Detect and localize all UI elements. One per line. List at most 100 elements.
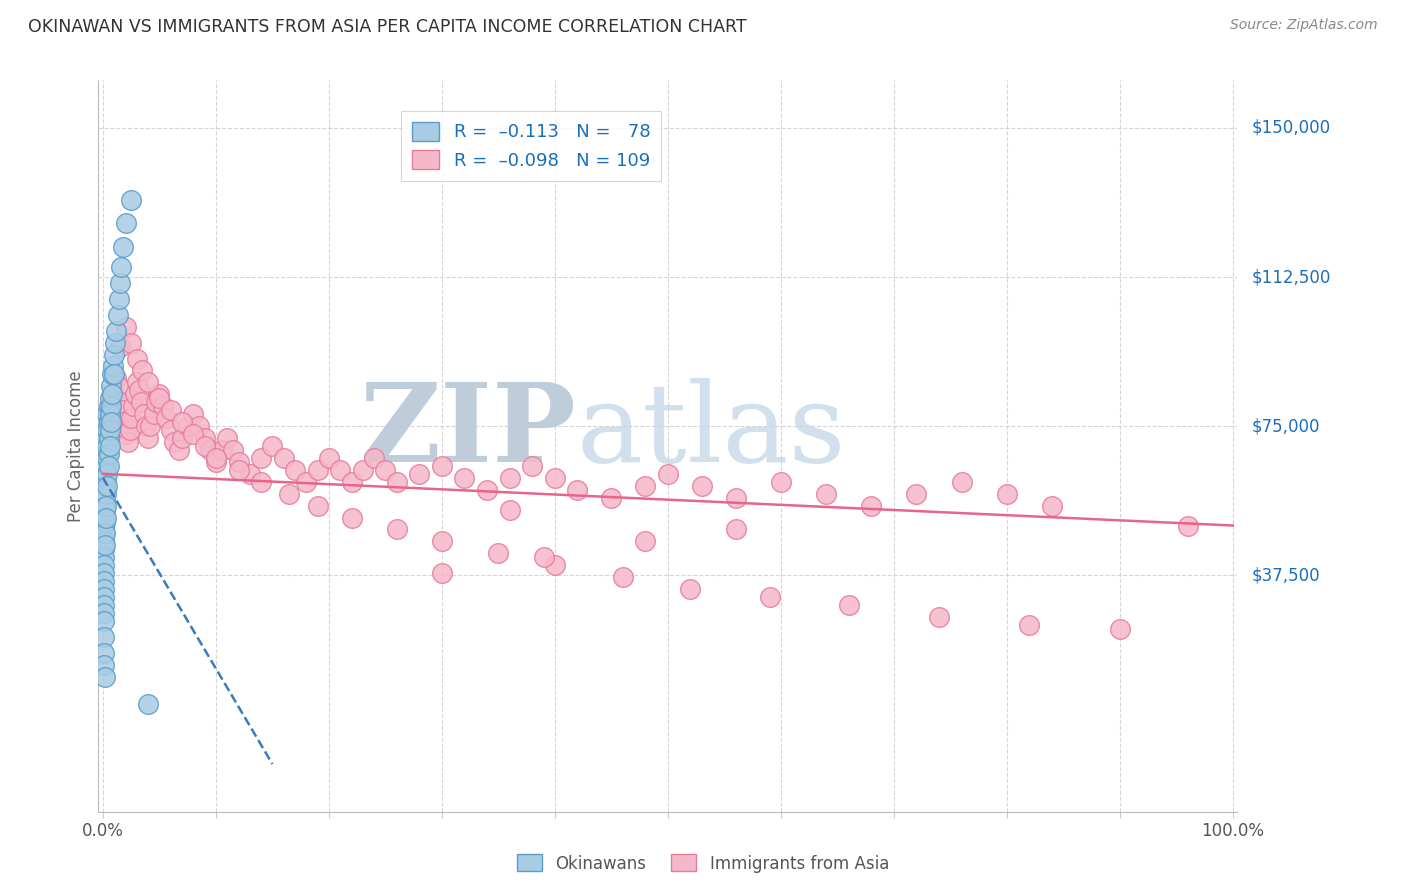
Point	[94, 479, 117, 493]
Point	[273, 450, 295, 465]
Point	[148, 387, 170, 401]
Point	[107, 292, 129, 306]
Point	[100, 399, 122, 413]
Point	[94, 455, 117, 469]
Point	[295, 475, 318, 489]
Point	[107, 308, 129, 322]
Point	[211, 442, 233, 457]
Point	[155, 411, 177, 425]
Point	[136, 431, 159, 445]
Point	[120, 193, 142, 207]
Point	[93, 566, 115, 581]
Point	[97, 458, 120, 473]
Point	[928, 610, 950, 624]
Point	[136, 698, 159, 712]
Point	[522, 458, 544, 473]
Point	[93, 630, 115, 644]
Point	[135, 419, 157, 434]
Point	[634, 479, 657, 493]
Point	[96, 499, 118, 513]
Point	[170, 431, 193, 445]
Point	[93, 542, 115, 557]
Text: $150,000: $150,000	[1251, 119, 1330, 137]
Point	[108, 395, 131, 409]
Point	[724, 491, 747, 505]
Point	[679, 582, 702, 596]
Point	[194, 439, 217, 453]
Point	[112, 240, 135, 254]
Point	[120, 423, 141, 437]
Point	[93, 502, 115, 516]
Point	[100, 415, 122, 429]
Point	[97, 407, 120, 421]
Point	[228, 455, 250, 469]
Point	[860, 499, 883, 513]
Point	[93, 447, 115, 461]
Point	[94, 526, 117, 541]
Point	[329, 463, 352, 477]
Point	[250, 450, 273, 465]
Point	[217, 431, 239, 445]
Point	[262, 439, 284, 453]
Point	[98, 423, 121, 437]
Point	[724, 523, 747, 537]
Point	[815, 486, 838, 500]
Point	[93, 550, 115, 565]
Point	[159, 403, 181, 417]
Y-axis label: Per Capita Income: Per Capita Income	[67, 370, 86, 522]
Point	[96, 407, 118, 421]
Point	[94, 502, 117, 516]
Point	[125, 376, 148, 390]
Point	[94, 515, 117, 529]
Point	[544, 558, 567, 573]
Point	[385, 475, 408, 489]
Point	[93, 471, 115, 485]
Point	[98, 407, 121, 421]
Point	[112, 415, 135, 429]
Point	[93, 526, 115, 541]
Point	[93, 518, 115, 533]
Point	[136, 376, 159, 390]
Point	[96, 431, 118, 445]
Point	[96, 415, 118, 429]
Point	[128, 384, 150, 398]
Point	[132, 407, 155, 421]
Text: ZIP: ZIP	[360, 378, 576, 485]
Point	[96, 486, 118, 500]
Point	[194, 431, 217, 445]
Point	[97, 399, 120, 413]
Point	[205, 455, 228, 469]
Point	[385, 523, 408, 537]
Point	[600, 491, 623, 505]
Point	[93, 646, 115, 660]
Point	[94, 439, 117, 453]
Point	[96, 447, 118, 461]
Point	[228, 463, 250, 477]
Point	[183, 407, 205, 421]
Point	[96, 479, 118, 493]
Text: $37,500: $37,500	[1251, 566, 1320, 584]
Point	[96, 450, 118, 465]
Point	[93, 458, 115, 473]
Point	[114, 216, 136, 230]
Point	[110, 260, 132, 274]
Point	[408, 467, 430, 481]
Point	[94, 669, 117, 683]
Point	[117, 435, 139, 450]
Point	[125, 351, 148, 366]
Point	[104, 335, 127, 350]
Point	[307, 499, 329, 513]
Point	[97, 415, 120, 429]
Point	[93, 494, 115, 508]
Point	[148, 392, 170, 406]
Point	[170, 415, 193, 429]
Point	[200, 442, 222, 457]
Point	[94, 491, 117, 505]
Point	[111, 403, 134, 417]
Point	[131, 395, 153, 409]
Point	[567, 483, 589, 497]
Point	[250, 475, 273, 489]
Point	[176, 419, 198, 434]
Point	[96, 439, 118, 453]
Point	[122, 399, 145, 413]
